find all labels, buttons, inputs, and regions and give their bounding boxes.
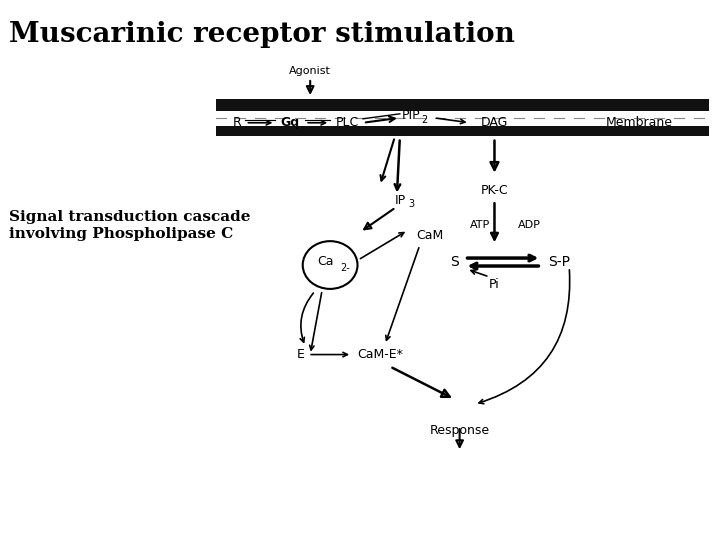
Text: Pi: Pi: [489, 279, 500, 292]
Text: 2: 2: [420, 115, 427, 125]
Text: CaM-E*: CaM-E*: [357, 348, 403, 361]
Text: Agonist: Agonist: [289, 66, 331, 76]
Text: CaM: CaM: [416, 228, 444, 242]
Text: 3: 3: [408, 199, 414, 210]
Text: S: S: [450, 255, 459, 269]
Text: ATP: ATP: [469, 220, 490, 230]
Text: Membrane: Membrane: [606, 116, 672, 129]
Text: PIP: PIP: [402, 109, 420, 122]
Text: E: E: [297, 348, 304, 361]
Text: PK-C: PK-C: [481, 184, 508, 197]
Text: ADP: ADP: [518, 220, 541, 230]
Text: S-P: S-P: [548, 255, 570, 269]
Text: Muscarinic receptor stimulation: Muscarinic receptor stimulation: [9, 21, 516, 48]
Text: PLC: PLC: [336, 116, 359, 129]
Text: Gq: Gq: [281, 116, 300, 129]
Text: Signal transduction cascade
involving Phospholipase C: Signal transduction cascade involving Ph…: [9, 210, 251, 240]
Bar: [215, 126, 708, 136]
Text: Response: Response: [430, 424, 490, 437]
Text: 2-: 2-: [340, 263, 350, 273]
Text: R: R: [233, 116, 242, 129]
Text: IP: IP: [395, 194, 406, 207]
Bar: [215, 99, 708, 111]
Text: Ca: Ca: [317, 254, 333, 267]
Text: DAG: DAG: [481, 116, 508, 129]
